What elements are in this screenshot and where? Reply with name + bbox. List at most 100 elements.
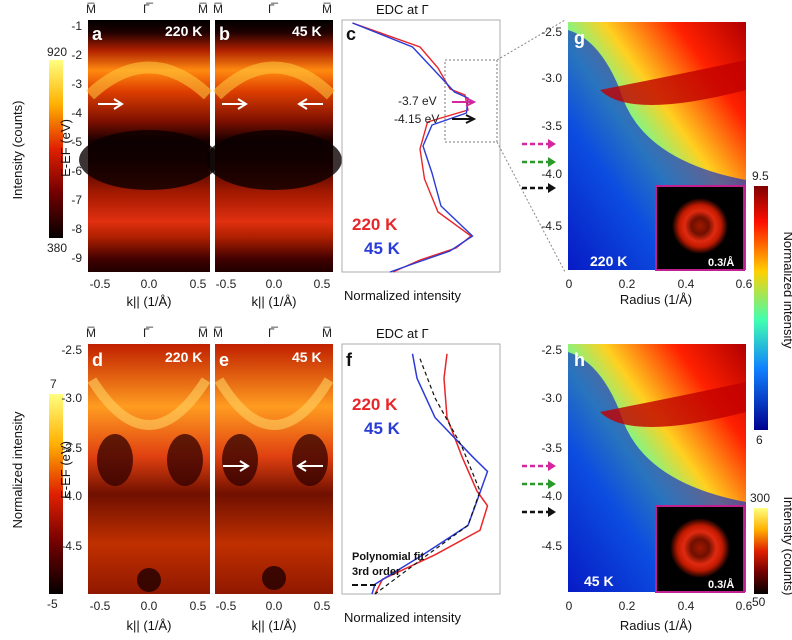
axis-label: Normalized intensity [344, 288, 462, 303]
colorbar-label: Intensity (counts) [781, 497, 792, 596]
colorbar-right-top: 9.5 6 Normalized intensity [752, 169, 792, 447]
axis-tick: -1 [71, 19, 82, 33]
panel-g: 0.3/Å g 220 K [568, 22, 746, 271]
arrow-icon [223, 460, 250, 472]
panel-label: e [219, 350, 229, 370]
legend-45k: 45 K [364, 239, 401, 258]
axis-tick: 0.2 [619, 277, 636, 291]
k-axis-top: -0.5 0.0 0.5 -0.5 0.0 0.5 k|| (1/Å) k|| … [90, 277, 331, 309]
arrow-icon [98, 98, 124, 110]
radius-axis-bottom: -2.5 -3.0 -3.5 -4.0 -4.5 0 0.2 0.4 0.6 R… [522, 343, 753, 633]
fit-label: 3rd order [352, 566, 401, 578]
axis-tick: 0.5 [314, 277, 331, 291]
axis-tick: -4 [71, 106, 82, 120]
panel-title: EDC at Γ [376, 326, 429, 341]
axis-tick: 0.4 [678, 599, 695, 613]
colorbar-min: 6 [756, 433, 763, 447]
annotation-4.15: -4.15 eV [394, 112, 439, 126]
axis-tick: -2.5 [61, 343, 82, 357]
axis-tick: -5 [71, 135, 82, 149]
temperature-label: 220 K [165, 23, 202, 39]
axis-tick: 0.0 [266, 277, 283, 291]
axis-tick: 0.5 [190, 599, 207, 613]
axis-tick: -2.5 [541, 343, 562, 357]
polynomial-fit-line [374, 358, 481, 595]
sym-G: Γ̅ [143, 326, 154, 340]
axis-tick: -2.5 [541, 25, 562, 39]
axis-tick: -7 [71, 193, 82, 207]
colorbar-min: 50 [752, 595, 766, 609]
axis-tick: -0.5 [216, 599, 237, 613]
colorbar-label: Normalized intensity [10, 411, 25, 529]
axis-tick: -4.5 [541, 219, 562, 233]
symmetry-labels-bottom: M̅ Γ̅ M̅ M̅ Γ̅ M̅ [86, 326, 332, 340]
panel-c: EDC at Γ c -3.7 eV -4.15 eV 220 K 45 K N… [341, 2, 501, 303]
legend-45k: 45 K [364, 419, 401, 438]
axis-label: k|| (1/Å) [126, 294, 171, 309]
axis-label: E-EF (eV) [58, 441, 73, 499]
axis-tick: 0 [566, 277, 573, 291]
colorbar-right-bottom: 300 50 Intensity (counts) [750, 491, 792, 609]
axis-tick: -2 [71, 48, 82, 62]
axis-tick: -0.5 [90, 277, 111, 291]
axis-tick: -4.0 [61, 489, 82, 503]
axis-tick: 0.0 [141, 277, 158, 291]
axis-tick: -8 [71, 222, 82, 236]
panel-label: c [346, 24, 356, 44]
panel-label: f [346, 350, 353, 370]
arrow-icon [548, 157, 556, 167]
axis-tick: 0 [566, 599, 573, 613]
radius-axis-top: -2.5 -3.0 -3.5 -4.0 -4.5 0 0.2 0.4 0.6 R… [522, 25, 753, 307]
sym-M: M̅ [213, 326, 223, 340]
axis-label: k|| (1/Å) [251, 294, 296, 309]
panel-title: EDC at Γ [376, 2, 429, 17]
axis-tick: -3.5 [541, 119, 562, 133]
colorbar-label: Intensity (counts) [10, 101, 25, 200]
sym-M: M̅ [322, 2, 332, 16]
panel-b: b 45 K [206, 20, 342, 272]
sym-M: M̅ [86, 2, 96, 16]
axis-label: k|| (1/Å) [251, 618, 296, 633]
energy-axis-bottom: -2.5 -3.0 -3.5 -4.0 -4.5 E-EF (eV) [58, 343, 82, 553]
axis-tick: -4.5 [541, 539, 562, 553]
temperature-label: 45 K [292, 349, 322, 365]
sym-M: M̅ [198, 2, 208, 16]
arrow-icon [548, 479, 556, 489]
arrow-icon [296, 460, 323, 472]
arrow-icon [548, 139, 556, 149]
colorbar-max: 7 [50, 377, 57, 391]
sym-G: Γ̅ [268, 2, 279, 16]
colorbar-max: 300 [750, 491, 770, 505]
temperature-label: 45 K [584, 573, 614, 589]
axis-tick: -4.5 [61, 539, 82, 553]
arrow-icon [222, 98, 248, 110]
axis-tick: -3.0 [541, 391, 562, 405]
temperature-label: 220 K [590, 253, 627, 269]
axis-tick: -9 [71, 251, 82, 265]
axis-tick: 0.5 [190, 277, 207, 291]
panel-label: b [219, 24, 230, 44]
colorbar-max: 9.5 [752, 169, 769, 183]
axis-tick: -3.0 [541, 71, 562, 85]
axis-tick: 0.6 [736, 599, 753, 613]
axis-tick: 0.4 [678, 277, 695, 291]
sym-M: M̅ [213, 2, 223, 16]
axis-tick: 0.5 [314, 599, 331, 613]
axis-tick: 0.6 [736, 277, 753, 291]
colorbar-min: -5 [47, 597, 58, 611]
edc-220k-line [374, 353, 489, 595]
axis-label: k|| (1/Å) [126, 618, 171, 633]
axis-label: E-EF (eV) [58, 119, 73, 177]
panel-d: d 220 K [87, 344, 211, 594]
panel-f: EDC at Γ f 220 K 45 K Polynomial fit 3rd… [341, 326, 501, 625]
axis-label: Normalized intensity [344, 610, 462, 625]
temperature-label: 45 K [292, 23, 322, 39]
axis-tick: -0.5 [90, 599, 111, 613]
colorbar-min: 380 [47, 241, 67, 255]
arrow-icon [548, 507, 556, 517]
sym-G: Γ̅ [268, 326, 279, 340]
panel-label: d [92, 350, 103, 370]
arrow-icon [297, 98, 323, 110]
sym-M: M̅ [322, 326, 332, 340]
legend-220k: 220 K [352, 395, 398, 414]
